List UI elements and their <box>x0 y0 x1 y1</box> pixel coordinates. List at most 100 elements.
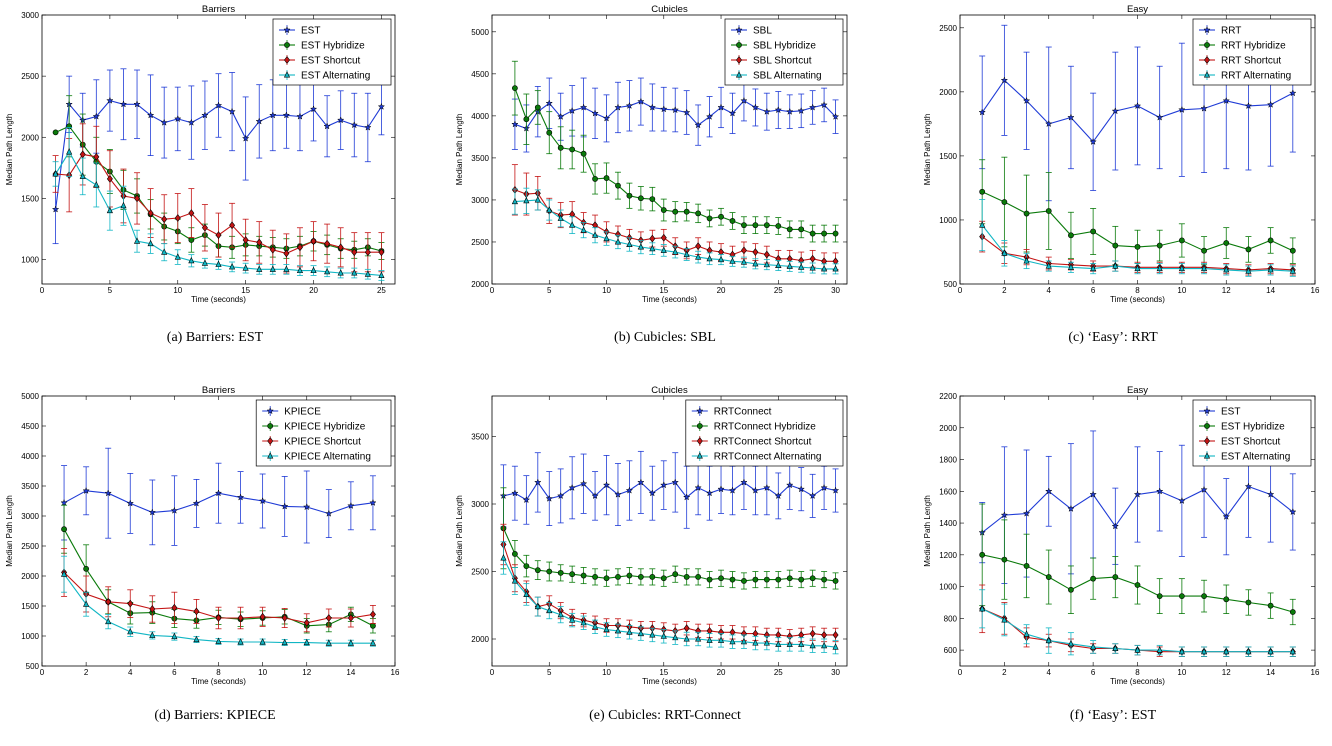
legend-label: EST <box>1221 407 1240 418</box>
data-point <box>259 638 266 645</box>
data-point <box>1112 644 1119 652</box>
data-point <box>309 105 318 113</box>
data-point <box>350 121 359 129</box>
data-point <box>752 222 759 229</box>
data-point <box>1045 636 1052 644</box>
data-point <box>1045 208 1052 214</box>
legend-marker <box>283 26 291 34</box>
data-point <box>161 215 168 224</box>
x-tick-label: 0 <box>40 286 45 295</box>
data-point <box>364 270 371 277</box>
data-point <box>821 631 828 639</box>
x-tick-label: 10 <box>1177 286 1186 295</box>
y-tick-label: 4500 <box>21 422 39 431</box>
x-tick-label: 4 <box>1047 668 1052 677</box>
data-point <box>591 109 599 117</box>
data-point <box>683 635 690 642</box>
data-point <box>569 571 576 578</box>
y-tick-label: 2000 <box>21 133 39 142</box>
data-point <box>602 114 611 122</box>
data-point <box>1134 264 1141 272</box>
data-point <box>1000 511 1009 519</box>
data-point <box>161 248 168 255</box>
x-tick-label: 6 <box>1091 668 1096 677</box>
legend-box <box>685 399 844 467</box>
data-point <box>147 239 154 247</box>
legend-marker <box>1204 42 1210 48</box>
legend-label: SBL Alternating <box>753 71 822 82</box>
data-point <box>569 146 576 153</box>
y-tick-label: 4000 <box>471 112 489 121</box>
data-point <box>126 499 134 507</box>
data-point <box>93 181 100 188</box>
series-0 <box>499 450 840 529</box>
legend-marker <box>266 407 274 415</box>
data-point <box>741 222 747 229</box>
data-point <box>832 264 839 272</box>
y-tick-label: 1400 <box>939 519 957 528</box>
x-tick-label: 16 <box>391 668 400 677</box>
data-point <box>1178 105 1186 113</box>
data-point <box>683 624 690 633</box>
x-axis-label: Time (seconds) <box>191 677 246 686</box>
data-point <box>1222 96 1230 105</box>
data-point <box>187 118 196 126</box>
data-point <box>325 614 332 622</box>
data-point <box>60 498 68 506</box>
data-point <box>660 246 667 253</box>
data-point <box>740 637 748 645</box>
data-point <box>160 118 168 126</box>
data-point <box>149 605 156 613</box>
data-point <box>695 210 702 217</box>
data-point <box>546 206 553 213</box>
legend-label: RRTConnect Shortcut <box>714 437 812 448</box>
data-point <box>1178 647 1185 655</box>
y-tick-label: 2000 <box>939 88 957 97</box>
legend-label: RRT <box>1221 26 1241 37</box>
legend-marker <box>696 407 704 415</box>
data-point <box>1267 266 1274 273</box>
legend-label: RRTConnect Hybridize <box>714 422 817 433</box>
data-point <box>728 486 737 494</box>
data-point <box>511 577 518 584</box>
data-point <box>269 111 277 119</box>
data-point <box>378 271 385 278</box>
data-point <box>1133 101 1142 110</box>
series-1 <box>511 60 839 243</box>
data-point <box>1133 490 1142 498</box>
data-point <box>695 635 702 642</box>
data-point <box>545 99 554 107</box>
legend-marker <box>1204 423 1210 429</box>
data-point <box>1001 249 1008 256</box>
data-point <box>1156 264 1163 272</box>
y-tick-label: 1200 <box>939 551 957 560</box>
y-tick-label: 3500 <box>21 482 39 491</box>
x-tick-label: 20 <box>309 286 318 295</box>
data-point <box>369 610 376 619</box>
data-point <box>672 571 679 578</box>
data-point <box>1245 267 1252 274</box>
data-point <box>1067 504 1075 512</box>
data-point <box>683 250 690 258</box>
data-point <box>500 554 507 561</box>
chart-title: Easy <box>1127 385 1148 396</box>
data-point <box>52 170 59 177</box>
data-point <box>1089 490 1097 498</box>
data-point <box>579 479 588 487</box>
data-point <box>672 633 679 641</box>
data-point <box>808 103 817 111</box>
y-tick-label: 800 <box>944 614 958 623</box>
data-point <box>146 111 155 119</box>
legend-label: EST Shortcut <box>1221 437 1281 448</box>
x-tick-label: 15 <box>659 668 668 677</box>
data-point <box>1289 507 1297 516</box>
data-point <box>786 640 793 647</box>
data-point <box>752 576 759 583</box>
x-tick-label: 0 <box>958 668 963 677</box>
x-tick-label: 25 <box>377 286 386 295</box>
data-point <box>1134 582 1141 588</box>
data-point <box>660 632 667 639</box>
y-tick-label: 1000 <box>21 256 39 265</box>
x-tick-label: 5 <box>547 286 552 295</box>
data-point <box>228 262 236 270</box>
